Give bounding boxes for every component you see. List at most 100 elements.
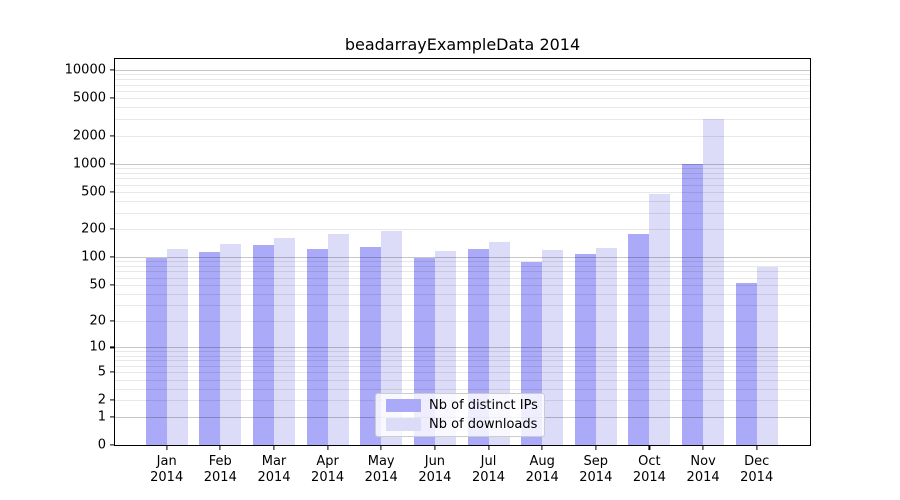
bar-downloads-jan — [166, 249, 188, 445]
y-tick-label-100: 100 — [81, 249, 106, 265]
y-tick-label-10000: 10000 — [64, 62, 106, 78]
y-tick-label-1: 1 — [97, 409, 106, 425]
y-tick-label-1000: 1000 — [72, 156, 106, 172]
bar-downloads-feb — [220, 243, 242, 445]
legend-label-distinct-ips: Nb of distinct IPs — [429, 398, 538, 413]
y-tick-mark-2 — [110, 399, 115, 401]
bar-distinct-ips-jan — [145, 258, 167, 445]
x-tick-month: Nov — [690, 454, 716, 469]
x-tick-month: Oct — [638, 454, 661, 469]
x-tick-mark-feb — [219, 445, 221, 450]
x-tick-label-apr: Apr 2014 — [311, 454, 344, 485]
y-tick-mark-1000 — [110, 163, 115, 165]
x-tick-year: 2014 — [311, 469, 345, 485]
bar-distinct-ips-mar — [253, 244, 274, 445]
x-tick-label-oct: Oct 2014 — [633, 454, 666, 485]
x-tick-mark-jan — [166, 445, 168, 450]
x-tick-month: Apr — [316, 454, 339, 469]
bar-downloads-may — [381, 230, 403, 445]
x-tick-label-may: May 2014 — [365, 454, 398, 485]
x-tick-year: 2014 — [471, 469, 506, 485]
bar-distinct-ips-oct — [628, 233, 650, 445]
y-axis: 0 1 2 5 10 20 50 100 200 500 1000 2000 5000 10000 — [0, 59, 115, 453]
bar-downloads-mar — [274, 238, 295, 445]
x-tick-label-feb: Feb 2014 — [204, 454, 237, 485]
x-tick-month: Sep — [583, 454, 609, 469]
x-tick-mark-oct — [648, 445, 650, 450]
x-tick-mark-jul — [487, 445, 490, 450]
y-tick-label-5: 5 — [97, 364, 106, 380]
bar-distinct-ips-sep — [574, 254, 596, 445]
x-tick-month: Aug — [529, 454, 555, 469]
y-tick-label-200: 200 — [81, 221, 106, 237]
x-tick-month: Jun — [424, 454, 446, 469]
x-tick-month: Feb — [208, 454, 232, 469]
x-tick-mark-sep — [595, 445, 597, 450]
y-tick-mark-0 — [110, 444, 115, 446]
y-tick-mark-20 — [110, 320, 115, 322]
y-tick-mark-200 — [110, 228, 115, 230]
bar-distinct-ips-nov — [682, 163, 704, 445]
x-tick-year: 2014 — [579, 469, 613, 485]
y-tick-mark-2000 — [110, 134, 115, 137]
x-tick-year: 2014 — [150, 469, 184, 485]
y-tick-mark-500 — [110, 191, 115, 193]
x-tick-mark-aug — [541, 445, 543, 450]
y-tick-label-10: 10 — [89, 339, 106, 355]
x-tick-year: 2014 — [525, 469, 559, 485]
x-tick-year: 2014 — [632, 469, 666, 485]
x-axis: Jan 2014 Feb 2014 Mar 2014 Apr 2014 May 2014 Jun 20… — [115, 445, 810, 500]
bar-downloads-nov — [703, 119, 725, 445]
legend-item-distinct-ips: Nb of distinct IPs — [386, 398, 538, 413]
legend-item-downloads: Nb of downloads — [386, 417, 537, 432]
x-tick-label-mar: Mar 2014 — [257, 454, 290, 485]
legend-swatch-downloads — [386, 418, 421, 431]
x-tick-year: 2014 — [257, 469, 291, 485]
bar-distinct-ips-apr — [306, 248, 328, 445]
y-tick-mark-5 — [110, 371, 115, 373]
y-tick-label-2000: 2000 — [72, 128, 106, 143]
y-tick-mark-10 — [110, 346, 115, 348]
y-tick-label-50: 50 — [89, 277, 106, 293]
y-tick-mark-10000 — [110, 69, 115, 71]
bar-downloads-dec — [756, 266, 778, 445]
legend-swatch-distinct-ips — [386, 399, 421, 412]
bar-downloads-oct — [649, 194, 671, 445]
y-tick-label-20: 20 — [89, 313, 106, 329]
x-tick-year: 2014 — [686, 469, 720, 485]
x-tick-month: Dec — [744, 454, 770, 469]
x-tick-year: 2014 — [203, 469, 237, 485]
y-tick-label-500: 500 — [81, 184, 106, 200]
x-tick-month: Mar — [261, 454, 287, 469]
x-tick-year: 2014 — [364, 469, 398, 485]
x-tick-mark-jun — [434, 445, 436, 450]
y-tick-mark-100 — [110, 256, 115, 258]
y-tick-label-2: 2 — [97, 392, 106, 408]
x-tick-mark-apr — [327, 445, 329, 450]
x-tick-label-jan: Jan 2014 — [150, 454, 183, 485]
y-tick-mark-50 — [110, 284, 115, 286]
x-tick-mark-dec — [756, 445, 758, 450]
y-tick-label-5000: 5000 — [72, 90, 106, 106]
x-tick-month: May — [367, 454, 395, 469]
chart-title: beadarrayExampleData 2014 — [344, 35, 581, 54]
x-tick-label-nov: Nov 2014 — [687, 454, 720, 485]
x-tick-mark-may — [380, 445, 382, 450]
x-tick-label-dec: Dec 2014 — [740, 454, 773, 485]
bar-downloads-aug — [542, 250, 564, 445]
x-tick-month: Jan — [156, 454, 177, 469]
x-tick-year: 2014 — [418, 469, 452, 485]
y-tick-mark-5000 — [110, 97, 115, 99]
x-tick-month: Jul — [480, 454, 497, 469]
bars-layer — [115, 59, 810, 445]
x-tick-mark-nov — [702, 445, 704, 450]
x-tick-label-aug: Aug 2014 — [526, 454, 559, 485]
x-tick-mark-mar — [273, 445, 275, 450]
x-tick-label-jun: Jun 2014 — [418, 454, 451, 485]
x-tick-year: 2014 — [740, 469, 774, 485]
bar-downloads-apr — [327, 234, 349, 445]
y-tick-label-0: 0 — [97, 437, 106, 453]
bar-distinct-ips-feb — [199, 251, 221, 445]
bar-downloads-sep — [595, 247, 617, 445]
